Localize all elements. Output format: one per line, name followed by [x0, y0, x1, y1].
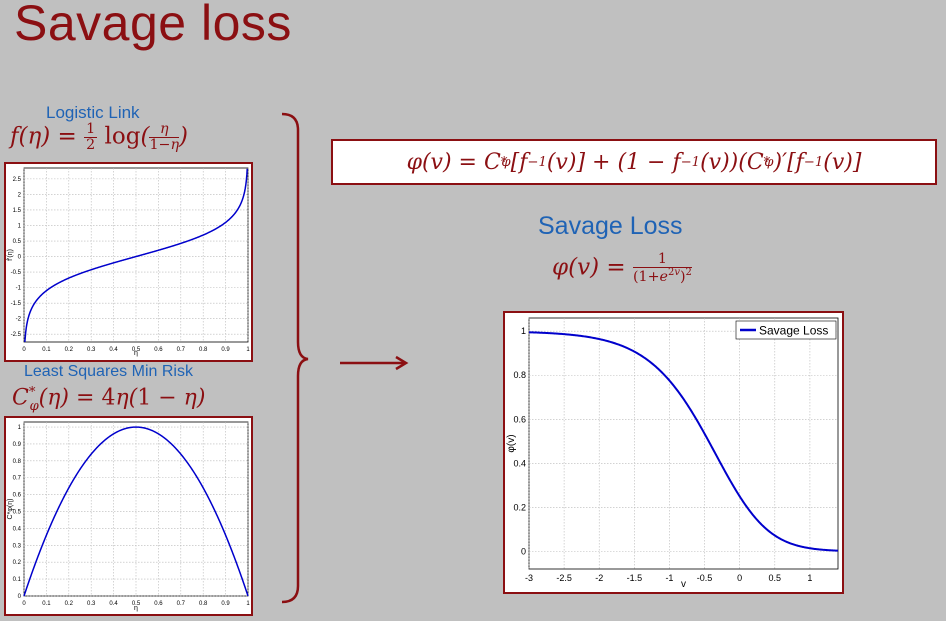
x-tick-label: 0.8 — [199, 601, 208, 607]
y-tick-label: -2.5 — [11, 332, 22, 338]
x-tick-label: 0.3 — [87, 601, 96, 607]
x-tick-label: 0.6 — [154, 601, 163, 607]
y-tick-label: 1.5 — [13, 208, 22, 214]
x-tick-label: -2 — [595, 573, 603, 583]
y-tick-label: 2 — [18, 192, 22, 198]
savage-loss-formula: φ(v) = 1 (1+e2v)2 — [552, 251, 692, 285]
logistic-link-chart: 0 0.1 0.2 0.3 0.4 0.5 0.6 0.7 0.8 0.9 1 -2.5 -2 -1.5 -… — [7, 167, 250, 357]
y-tick-label: 0 — [18, 255, 22, 261]
savage-loss-chart: -3 -2.5 -2 -1.5 -1 -0.5 0 0.5 1 0 0.2 0.4 0.6 0.8 1 v φ(… — [506, 317, 839, 590]
x-tick-label: 0.5 — [769, 573, 782, 583]
x-tick-label: 0.4 — [109, 347, 118, 353]
x-tick-label: 0.7 — [177, 347, 186, 353]
x-tick-label: 0.8 — [199, 347, 208, 353]
y-tick-label: 0.1 — [13, 577, 22, 583]
plot-area — [528, 317, 839, 570]
y-tick-label: 0.9 — [13, 442, 22, 448]
x-tick-label: 0.1 — [42, 601, 51, 607]
x-tick-label: 0.5 — [132, 601, 141, 607]
x-tick-label: 0.6 — [154, 347, 163, 353]
x-tick-label: 0.7 — [177, 601, 186, 607]
logistic-link-chart-frame: 0 0.1 0.2 0.3 0.4 0.5 0.6 0.7 0.8 0.9 1 -2.5 -2 -1.5 -… — [4, 162, 253, 362]
x-axis-label: η — [134, 350, 138, 357]
y-tick-label: 0.5 — [13, 510, 22, 516]
y-axis-label: C*φ(η) — [7, 499, 14, 520]
x-tick-label: -3 — [525, 573, 533, 583]
x-tick-label: 0 — [22, 347, 26, 353]
brace-and-arrow — [281, 112, 409, 604]
min-risk-chart-frame: 0 0.1 0.2 0.3 0.4 0.5 0.6 0.7 0.8 0.9 1 0 0.1 0.2 0.3 0… — [4, 416, 253, 616]
x-tick-label: 0.1 — [42, 347, 51, 353]
y-tick-label: 0.2 — [13, 560, 22, 566]
y-axis-label: f'(η) — [7, 249, 14, 261]
series-line — [528, 331, 839, 552]
y-tick-label: 1 — [521, 326, 526, 336]
y-tick-label: 0.2 — [513, 502, 526, 512]
right-brace — [281, 112, 309, 604]
logistic-link-label: Logistic Link — [46, 103, 140, 122]
x-tick-label: 0.3 — [87, 347, 96, 353]
y-tick-label: 0.6 — [13, 493, 22, 499]
series-line — [23, 426, 249, 597]
savage-general-formula: φ(v) = C * φ [f −1 (v)] + (1 − f −1 (v))(C * φ)′[… — [331, 139, 937, 185]
y-tick-label: 0.8 — [13, 459, 22, 465]
series-line — [24, 168, 248, 343]
x-axis-label: v — [681, 579, 686, 590]
x-tick-label: -1 — [665, 573, 673, 583]
x-axis-label: η — [134, 605, 138, 612]
y-tick-label: 0.3 — [13, 543, 22, 549]
y-tick-label: 0.6 — [513, 414, 526, 424]
x-tick-label: 0.2 — [65, 601, 74, 607]
y-tick-label: 0.5 — [13, 239, 22, 245]
y-tick-label: -2 — [16, 317, 22, 323]
arrow-head — [395, 355, 409, 371]
y-tick-label: 1 — [18, 223, 22, 229]
savage-loss-label: Savage Loss — [538, 212, 683, 240]
x-tick-label: 1 — [246, 601, 250, 607]
x-tick-label: 0.9 — [221, 601, 230, 607]
y-tick-label: 0 — [18, 594, 22, 600]
legend-entry: Savage Loss — [759, 324, 828, 338]
y-tick-label: 0.4 — [513, 458, 526, 468]
slide-title: Savage loss — [14, 0, 292, 51]
min-risk-formula: C*φ(η) = 4η(1 − η) — [12, 385, 206, 414]
x-tick-label: -1.5 — [627, 573, 643, 583]
x-tick-label: 0.4 — [109, 601, 118, 607]
x-tick-label: -0.5 — [697, 573, 713, 583]
x-tick-label: 0 — [737, 573, 742, 583]
min-risk-chart: 0 0.1 0.2 0.3 0.4 0.5 0.6 0.7 0.8 0.9 1 0 0.1 0.2 0.3 0… — [7, 421, 250, 612]
least-squares-label: Least Squares Min Risk — [24, 363, 193, 380]
y-tick-label: -1.5 — [11, 301, 22, 307]
y-tick-label: 0 — [521, 546, 526, 556]
y-tick-label: 1 — [18, 425, 22, 431]
y-tick-label: -1 — [16, 286, 22, 292]
x-tick-label: -2.5 — [556, 573, 572, 583]
x-tick-label: 0.2 — [65, 347, 74, 353]
y-tick-label: -0.5 — [11, 270, 22, 276]
savage-loss-chart-frame: -3 -2.5 -2 -1.5 -1 -0.5 0 0.5 1 0 0.2 0.4 0.6 0.8 1 v φ(… — [503, 311, 844, 594]
y-tick-label: 2.5 — [13, 177, 22, 183]
x-tick-label: 1 — [246, 347, 250, 353]
x-tick-label: 0.9 — [221, 347, 230, 353]
x-tick-label: 0 — [22, 601, 26, 607]
y-axis-label: φ(v) — [506, 434, 517, 452]
y-tick-label: 0.7 — [13, 476, 22, 482]
y-tick-label: 0.4 — [13, 526, 22, 532]
y-tick-label: 0.8 — [513, 370, 526, 380]
legend-box — [735, 320, 837, 340]
x-tick-label: 1 — [807, 573, 812, 583]
x-tick-label: 0.5 — [132, 347, 141, 353]
